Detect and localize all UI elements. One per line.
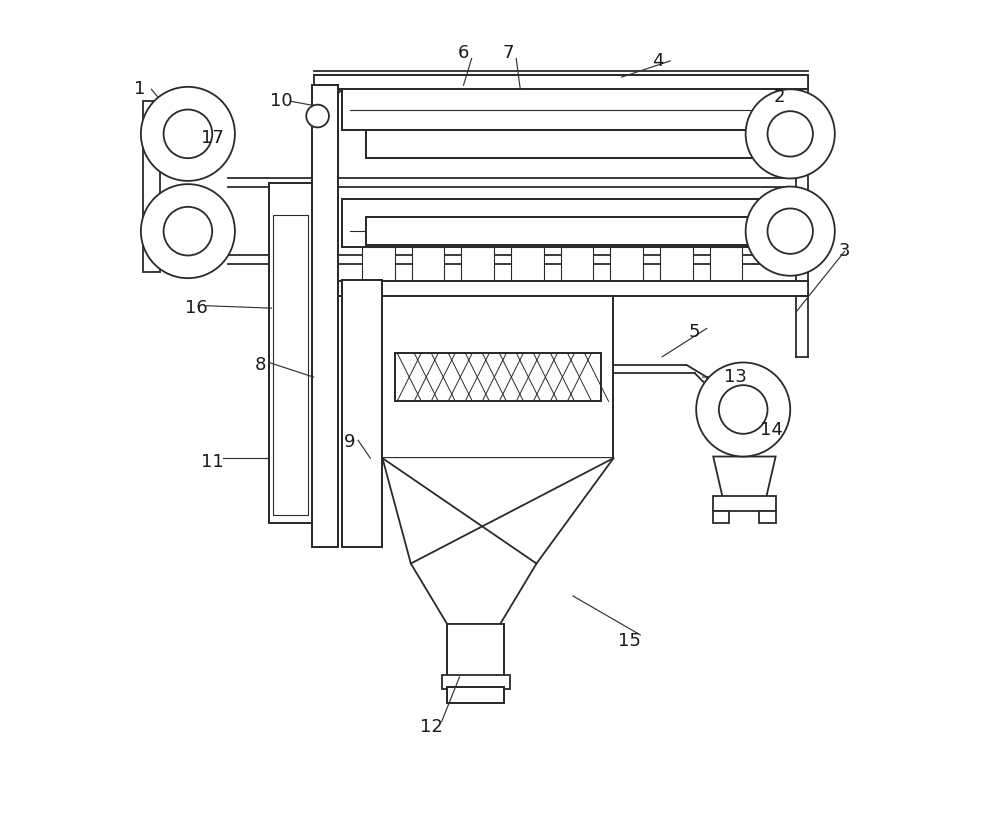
Polygon shape — [713, 456, 776, 499]
Bar — [342, 89, 780, 130]
Text: 13: 13 — [724, 368, 747, 386]
Text: 2: 2 — [774, 88, 785, 106]
Bar — [273, 215, 308, 515]
Bar — [342, 280, 382, 547]
Text: 6: 6 — [458, 43, 469, 61]
Circle shape — [746, 187, 835, 276]
Bar — [461, 247, 494, 282]
Bar — [269, 183, 312, 523]
Bar — [312, 85, 338, 547]
Text: 14: 14 — [760, 421, 783, 439]
Bar — [511, 247, 544, 282]
Bar — [382, 296, 613, 458]
Circle shape — [696, 363, 790, 456]
Text: 8: 8 — [255, 356, 267, 374]
Text: 7: 7 — [502, 43, 514, 61]
Bar — [342, 89, 780, 130]
Text: 17: 17 — [201, 129, 224, 147]
Text: 11: 11 — [201, 453, 224, 471]
Text: 5: 5 — [689, 324, 700, 342]
Bar — [561, 247, 593, 282]
Bar — [382, 296, 613, 458]
Bar — [412, 247, 444, 282]
Bar — [447, 687, 504, 703]
Bar — [710, 247, 742, 282]
Text: 1: 1 — [134, 80, 145, 98]
Bar — [395, 353, 601, 401]
Circle shape — [746, 89, 835, 179]
Text: 9: 9 — [344, 433, 356, 451]
Bar — [342, 199, 780, 247]
Bar — [342, 280, 382, 547]
Text: 15: 15 — [618, 631, 641, 649]
Bar — [366, 216, 755, 245]
Bar — [366, 130, 755, 158]
Bar — [442, 675, 510, 689]
Circle shape — [306, 105, 329, 128]
Bar — [342, 199, 780, 247]
Polygon shape — [382, 458, 613, 624]
Circle shape — [141, 184, 235, 278]
Text: 3: 3 — [839, 242, 850, 260]
Bar — [362, 247, 395, 282]
Bar — [713, 511, 729, 523]
Bar — [395, 353, 601, 401]
Text: 12: 12 — [420, 718, 443, 736]
Bar — [269, 183, 312, 523]
Bar — [314, 282, 808, 296]
Bar — [143, 102, 160, 272]
Circle shape — [141, 87, 235, 181]
Text: 4: 4 — [652, 52, 664, 70]
Bar — [314, 75, 808, 89]
Bar — [366, 216, 755, 245]
Polygon shape — [312, 89, 342, 122]
Bar — [759, 511, 776, 523]
Bar — [713, 496, 776, 511]
Bar — [660, 247, 693, 282]
Text: 10: 10 — [270, 93, 292, 111]
Bar — [447, 687, 504, 703]
Bar — [447, 624, 504, 677]
Bar — [366, 130, 755, 158]
Text: 16: 16 — [185, 299, 207, 317]
Bar — [610, 247, 643, 282]
Bar — [312, 85, 338, 547]
